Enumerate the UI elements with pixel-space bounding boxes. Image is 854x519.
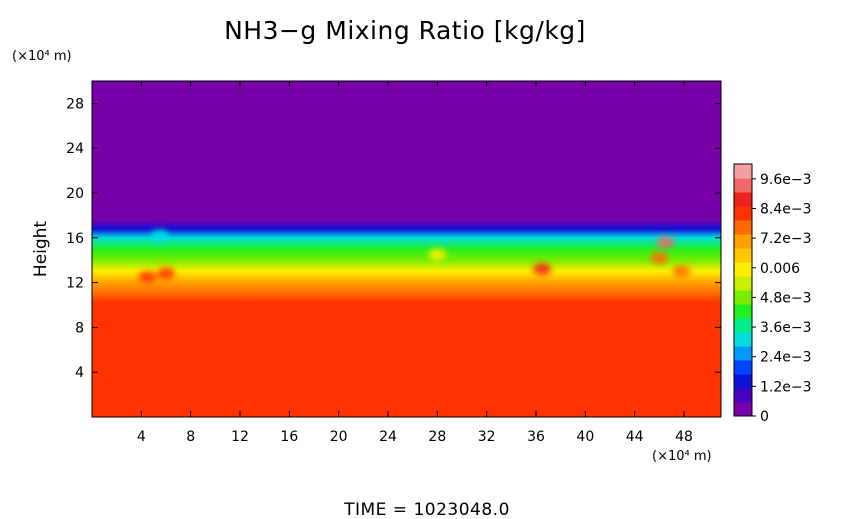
colorbar-tick-label: 9.6e−3 — [760, 172, 812, 188]
colorbar-tick-label: 3.6e−3 — [760, 320, 812, 336]
x-axis-ticks: 4 8 12 16 20 24 28 32 36 40 44 48 — [137, 81, 693, 445]
colorbar — [733, 163, 753, 417]
plot-area — [92, 81, 721, 417]
y-axis-ticks: 4 8 12 16 20 24 28 — [66, 96, 721, 381]
colorbar-tick-label: 4.8e−3 — [760, 290, 812, 306]
heatmap-feature-3 — [656, 236, 675, 249]
colorbar-swatch — [734, 164, 752, 179]
x-axis-unit: (×10⁴ m) — [652, 449, 712, 464]
colorbar-swatch — [734, 402, 752, 417]
colorbar-tick-label: 0 — [760, 409, 769, 425]
heatmap-feature-4 — [650, 251, 669, 264]
y-tick-label: 4 — [75, 365, 84, 381]
colorbar-swatch — [734, 332, 752, 347]
colorbar-swatch — [734, 388, 752, 403]
x-tick-label: 44 — [626, 429, 644, 445]
colorbar-swatch — [734, 234, 752, 249]
y-axis-unit: (×10⁴ m) — [12, 49, 72, 64]
y-tick-label: 8 — [75, 320, 84, 336]
colorbar-ticks: 0 1.2e−3 2.4e−3 3.6e−3 4.8e−3 0.006 7.2e−3 8.4e… — [752, 172, 812, 425]
colorbar-swatch — [734, 178, 752, 193]
heatmap-features — [138, 229, 691, 283]
colorbar-swatch — [734, 220, 752, 235]
x-tick-label: 16 — [280, 429, 298, 445]
colorbar-swatch — [734, 248, 752, 263]
heatmap-feature-0 — [138, 271, 157, 283]
heatmap-feature-5 — [672, 265, 691, 278]
colorbar-swatch — [734, 318, 752, 333]
colorbar-swatch — [734, 304, 752, 319]
x-tick-label: 28 — [428, 429, 446, 445]
y-tick-label: 28 — [66, 96, 84, 112]
x-tick-label: 20 — [330, 429, 348, 445]
colorbar-swatch — [734, 206, 752, 221]
x-tick-label: 8 — [186, 429, 195, 445]
heatmap-feature-1 — [157, 267, 175, 280]
colorbar-swatch — [734, 262, 752, 277]
colorbar-swatch — [734, 360, 752, 375]
x-tick-label: 32 — [478, 429, 496, 445]
colorbar-tick-label: 2.4e−3 — [760, 350, 812, 366]
chart-title: NH3−g Mixing Ratio [kg/kg] — [224, 16, 586, 45]
x-tick-label: 12 — [231, 429, 249, 445]
colorbar-tick-label: 8.4e−3 — [760, 201, 812, 217]
heatmap-feature-7 — [150, 229, 169, 242]
colorbar-tick-label: 1.2e−3 — [760, 379, 812, 395]
heatmap-feature-2 — [533, 263, 552, 276]
colorbar-swatch — [734, 290, 752, 305]
time-label: TIME = 1023048.0 — [343, 500, 510, 519]
y-tick-label: 16 — [66, 231, 84, 247]
x-tick-label: 24 — [379, 429, 397, 445]
y-axis-label: Height — [31, 221, 51, 278]
colorbar-swatch — [734, 346, 752, 361]
x-tick-label: 36 — [527, 429, 545, 445]
x-tick-label: 48 — [675, 429, 693, 445]
colorbar-swatch — [734, 192, 752, 207]
heatmap-feature-6 — [428, 248, 447, 261]
heatmap-field — [92, 81, 721, 417]
y-tick-label: 12 — [66, 276, 84, 292]
x-tick-label: 4 — [137, 429, 146, 445]
colorbar-tick-label: 7.2e−3 — [760, 231, 812, 247]
colorbar-swatch — [734, 276, 752, 291]
colorbar-swatch — [734, 374, 752, 389]
colorbar-tick-label: 0.006 — [760, 261, 800, 277]
colorbar-frame — [733, 163, 753, 417]
x-tick-label: 40 — [576, 429, 594, 445]
plot-frame — [91, 80, 722, 418]
y-tick-label: 24 — [66, 141, 84, 157]
y-tick-label: 20 — [66, 186, 84, 202]
